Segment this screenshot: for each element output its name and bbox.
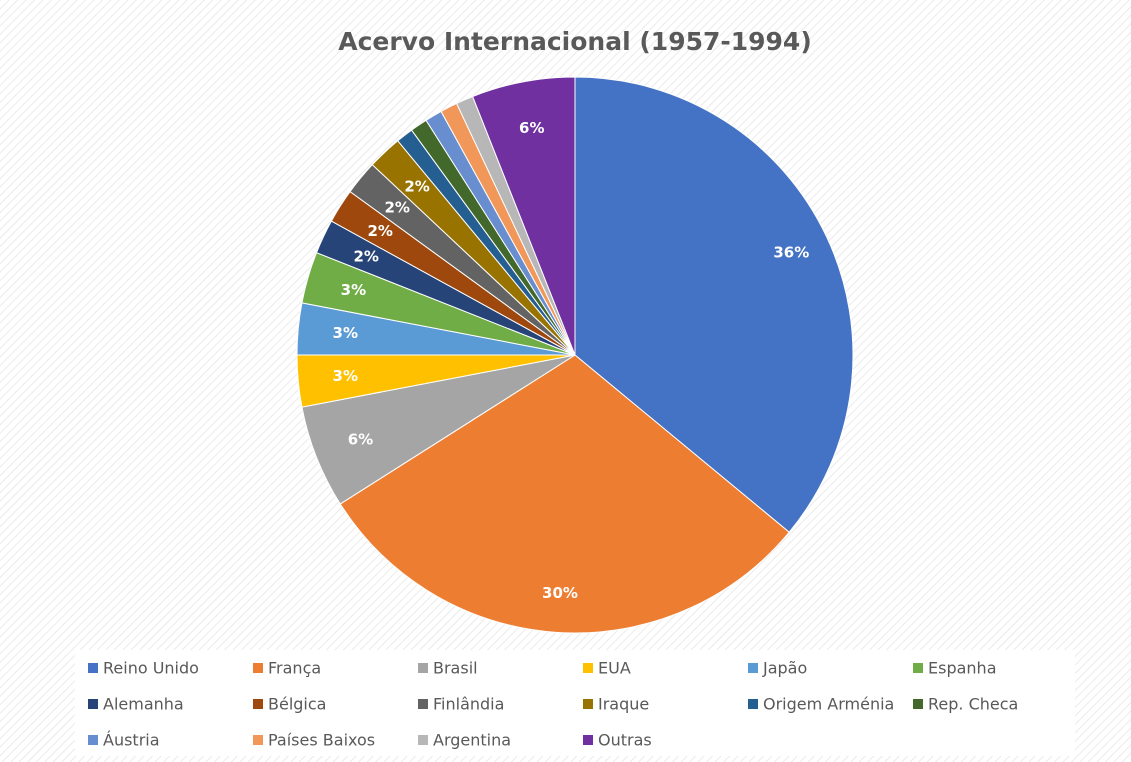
data-label: 3% [341,281,366,299]
legend-label: Países Baixos [268,731,375,750]
legend-swatch [253,735,263,745]
data-label: 6% [348,430,373,448]
legend-swatch [583,663,593,673]
legend-label: Iraque [598,695,649,714]
pie-slice [574,76,854,533]
data-label: 6% [519,119,544,137]
legend-label: Finlândia [433,695,504,714]
legend-label: Espanha [928,659,997,678]
legend-box [75,650,1075,756]
legend-swatch [583,735,593,745]
legend-label: Alemanha [103,695,184,714]
data-label: 3% [333,367,358,385]
legend-label: Reino Unido [103,659,199,678]
legend-swatch [88,735,98,745]
data-label: 3% [333,324,358,342]
legend-label: Argentina [433,731,511,750]
data-label: 2% [384,198,409,216]
legend-swatch [418,699,428,709]
chart-title: Acervo Internacional (1957-1994) [338,27,812,56]
legend-swatch [418,735,428,745]
legend-swatch [253,699,263,709]
legend-swatch [583,699,593,709]
legend-label: Rep. Checa [928,695,1018,714]
legend-swatch [88,663,98,673]
legend-swatch [748,663,758,673]
data-label: 36% [773,244,809,262]
legend-swatch [748,699,758,709]
legend-label: Brasil [433,659,478,678]
legend-label: Bélgica [268,695,326,714]
data-label: 2% [353,247,378,265]
legend-label: França [268,659,321,678]
legend-swatch [88,699,98,709]
legend-label: EUA [598,659,631,678]
pie-slice [472,76,576,356]
data-label: 30% [542,584,578,602]
data-label: 2% [404,177,429,195]
data-label: 2% [367,222,392,240]
legend-swatch [418,663,428,673]
legend-swatch [253,663,263,673]
legend-swatch [913,663,923,673]
pie-slice [339,354,790,634]
legend-label: Áustria [103,731,160,750]
legend-swatch [913,699,923,709]
legend-label: Outras [598,731,652,750]
legend-label: Japão [762,659,807,678]
legend-label: Origem Arménia [763,695,894,714]
